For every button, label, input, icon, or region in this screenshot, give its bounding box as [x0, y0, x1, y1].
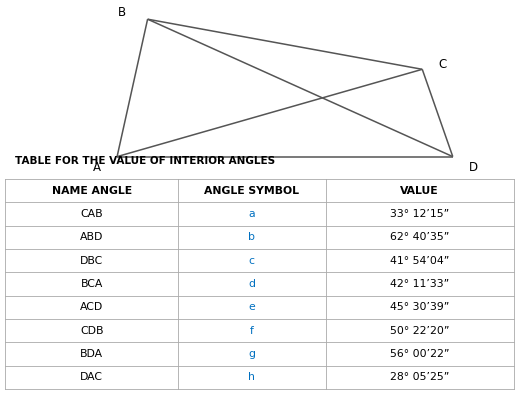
Text: 42° 11’33”: 42° 11’33”: [390, 279, 449, 289]
Text: c: c: [249, 255, 255, 266]
Text: B: B: [118, 6, 126, 19]
Text: A: A: [93, 162, 101, 174]
Text: TABLE FOR THE VALUE OF INTERIOR ANGLES: TABLE FOR THE VALUE OF INTERIOR ANGLES: [16, 156, 276, 166]
Text: 45° 30’39”: 45° 30’39”: [390, 302, 449, 312]
Text: CAB: CAB: [80, 209, 103, 219]
Text: h: h: [249, 373, 255, 382]
Text: ACD: ACD: [80, 302, 103, 312]
Text: 28° 05’25”: 28° 05’25”: [390, 373, 449, 382]
Text: C: C: [439, 58, 447, 71]
Text: 50° 22’20”: 50° 22’20”: [390, 326, 449, 336]
Text: f: f: [250, 326, 254, 336]
Text: D: D: [469, 162, 477, 174]
Text: DBC: DBC: [80, 255, 103, 266]
Text: b: b: [249, 232, 255, 242]
Text: 33° 12’15”: 33° 12’15”: [390, 209, 449, 219]
Text: BCA: BCA: [80, 279, 103, 289]
Text: d: d: [249, 279, 255, 289]
Text: g: g: [249, 349, 255, 359]
Text: e: e: [249, 302, 255, 312]
Text: 56° 00’22”: 56° 00’22”: [390, 349, 449, 359]
Text: a: a: [249, 209, 255, 219]
Text: BDA: BDA: [80, 349, 103, 359]
Text: CDB: CDB: [80, 326, 103, 336]
Text: 41° 54’04”: 41° 54’04”: [390, 255, 449, 266]
Text: DAC: DAC: [80, 373, 103, 382]
Text: 62° 40’35”: 62° 40’35”: [390, 232, 449, 242]
Text: NAME ANGLE: NAME ANGLE: [51, 185, 132, 196]
Text: VALUE: VALUE: [400, 185, 439, 196]
Text: ANGLE SYMBOL: ANGLE SYMBOL: [204, 185, 299, 196]
Text: ABD: ABD: [80, 232, 103, 242]
